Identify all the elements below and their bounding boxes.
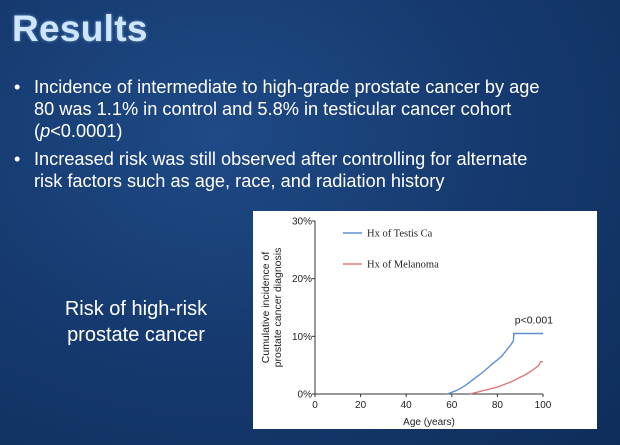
x-tick-label: 80: [492, 400, 504, 411]
series-line-testis: [446, 332, 543, 395]
x-tick-label: 100: [535, 400, 552, 411]
incidence-chart-panel: 0% 10% 20% 30% 0 20 40 60 80 100 Age (years) Cumula…: [253, 211, 597, 429]
x-axis-label: Age (years): [403, 417, 455, 428]
bullet-2-line-1: Increased risk was still observed after …: [34, 149, 528, 169]
bullet-2-line-2: risk factors such as age, race, and radi…: [34, 171, 445, 191]
y-tick-label: 20%: [292, 274, 312, 285]
x-tick-label: 60: [446, 400, 458, 411]
slide-title: Results: [12, 8, 148, 49]
y-tick-label: 30%: [292, 217, 312, 228]
bullet-dot-icon: •: [14, 149, 21, 169]
y-tick-label: 0%: [298, 390, 313, 401]
incidence-chart: 0% 10% 20% 30% 0 20 40 60 80 100 Age (years) Cumula…: [260, 217, 553, 429]
bullet-1-p-italic: p: [40, 121, 51, 141]
bullet-list: • Incidence of intermediate to high-grad…: [12, 76, 612, 198]
legend-label: Hx of Testis Ca: [367, 229, 433, 240]
side-label-line-2: prostate cancer: [67, 324, 205, 346]
bullet-item-incidence: • Incidence of intermediate to high-grad…: [12, 76, 612, 142]
x-tick-label: 40: [401, 400, 413, 411]
x-tick-label: 0: [312, 400, 318, 411]
p-value-annotation: p<0.001: [515, 315, 553, 327]
legend-label: Hx of Melanoma: [367, 260, 439, 271]
bullet-1-p-open: (: [34, 121, 41, 141]
bullet-1-p-value: <0.0001): [50, 121, 123, 141]
bullet-dot-icon: •: [14, 77, 21, 97]
y-axis-label-line-2: prostate cancer diagnosis: [272, 248, 284, 368]
y-axis-label-line-1: Cumulative incidence of: [260, 252, 272, 364]
bullet-1-line-1: Incidence of intermediate to high-grade …: [34, 77, 540, 97]
side-label-line-1: Risk of high-risk: [64, 298, 208, 320]
x-tick-label: 20: [355, 400, 367, 411]
series-line-melanoma: [469, 361, 543, 395]
bullet-item-risk: • Increased risk was still observed afte…: [12, 148, 612, 192]
y-tick-label: 10%: [292, 332, 312, 343]
bullet-1-line-2: 80 was 1.1% in control and 5.8% in testi…: [34, 99, 512, 119]
side-label: Risk of high-risk prostate cancer: [36, 296, 236, 348]
